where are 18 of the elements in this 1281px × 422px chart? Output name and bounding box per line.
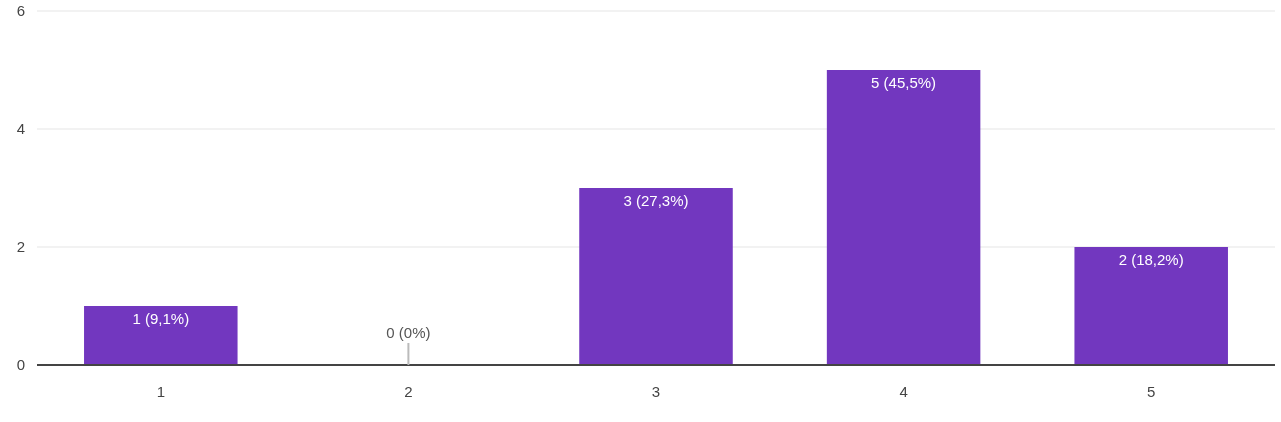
bar: [579, 188, 733, 365]
data-label: 3 (27,3%): [623, 192, 689, 209]
y-tick-label: 2: [16, 238, 25, 256]
bar: [826, 70, 981, 365]
x-tick-label: 2: [404, 383, 413, 400]
y-tick-label: 6: [16, 2, 25, 20]
x-tick-label: 5: [1147, 383, 1156, 400]
y-tick-label: 4: [16, 120, 25, 138]
x-tick-label: 1: [156, 383, 165, 400]
x-tick-label: 3: [651, 383, 661, 400]
x-tick-label: 4: [899, 383, 908, 400]
bar: [84, 306, 238, 365]
bar: [1074, 247, 1228, 365]
data-label: 0 (0%): [386, 324, 431, 341]
data-label: 2 (18,2%): [1118, 251, 1184, 268]
data-label: 5 (45,5%): [871, 74, 937, 91]
data-label: 1 (9,1%): [132, 310, 190, 327]
y-tick-label: 0: [16, 356, 25, 374]
